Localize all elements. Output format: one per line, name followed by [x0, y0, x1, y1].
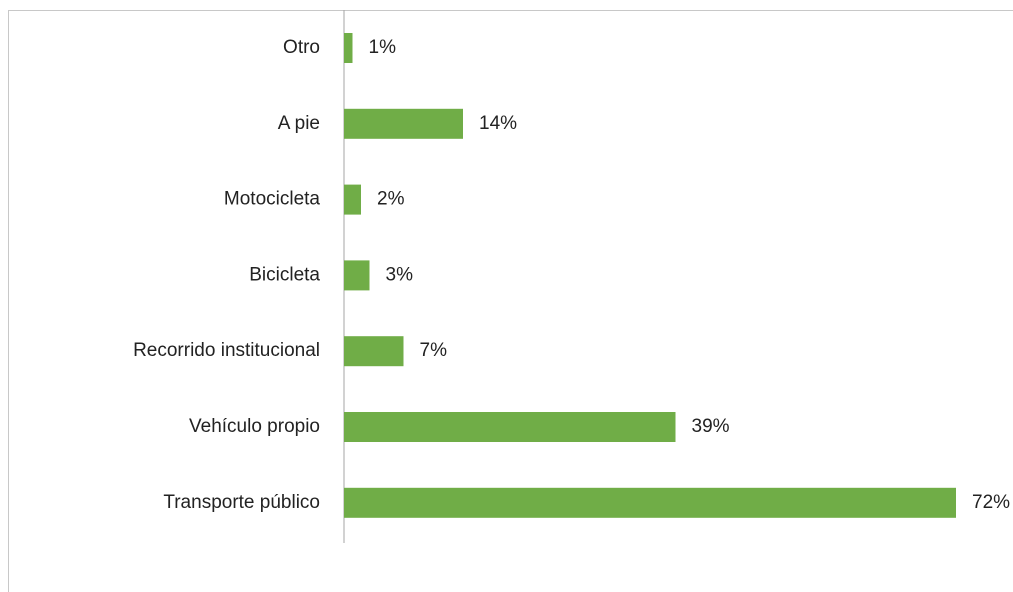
- data-label: 1%: [369, 37, 397, 58]
- bar: [344, 260, 370, 291]
- data-label: 39%: [692, 416, 730, 437]
- y-tick-label: Transporte público: [163, 492, 320, 513]
- bar: [344, 336, 404, 367]
- bar: [344, 108, 463, 139]
- y-tick-label: Recorrido institucional: [133, 340, 320, 361]
- data-label: 72%: [972, 492, 1010, 513]
- data-label: 2%: [377, 189, 405, 210]
- data-label: 14%: [479, 113, 517, 134]
- data-label: 7%: [420, 340, 448, 361]
- y-tick-label: Vehículo propio: [189, 416, 320, 437]
- bar: [344, 487, 956, 518]
- bar: [344, 33, 353, 63]
- bar: [344, 184, 361, 215]
- bar: [344, 412, 676, 442]
- y-tick-label: Bicicleta: [249, 264, 320, 285]
- data-label: 3%: [386, 264, 414, 285]
- y-tick-label: A pie: [278, 113, 320, 134]
- y-tick-label: Motocicleta: [224, 189, 321, 210]
- y-tick-label: Otro: [283, 37, 320, 58]
- chart-frame: [8, 10, 1013, 592]
